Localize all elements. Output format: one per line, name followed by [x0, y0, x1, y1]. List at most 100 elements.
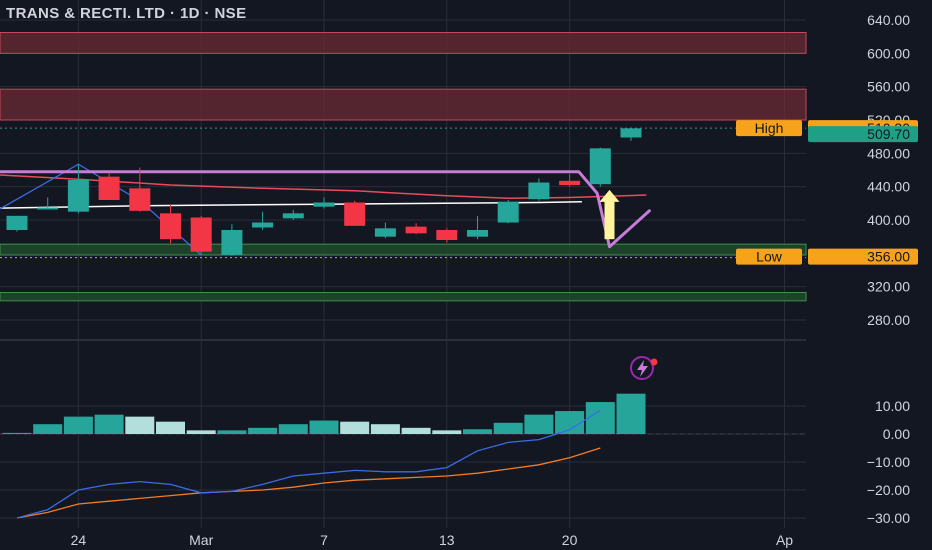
grid-layer: [0, 0, 806, 528]
candle: [559, 174, 580, 187]
y-tick-label: 400.00: [867, 212, 910, 228]
candle: [467, 216, 488, 239]
candle: [160, 205, 181, 243]
x-tick-label: Mar: [189, 532, 213, 548]
candle-body: [252, 223, 273, 228]
histogram-bar: [64, 417, 93, 434]
histogram-bar: [494, 423, 523, 434]
arrow-shaft: [605, 201, 615, 239]
histogram-bar: [371, 424, 400, 434]
candle-body: [528, 183, 549, 200]
candle-body: [7, 216, 28, 230]
y-tick-label: −20.00: [867, 482, 910, 498]
support-zone: [0, 293, 806, 301]
candle: [436, 228, 457, 242]
y-tick-label: 640.00: [867, 12, 910, 28]
histogram-bar: [432, 430, 461, 434]
candle-body: [37, 208, 58, 210]
x-tick-label: 13: [439, 532, 455, 548]
histogram-bar: [524, 415, 553, 434]
candle-body: [129, 188, 150, 211]
candle-body: [375, 228, 396, 236]
y-tick-label: 560.00: [867, 79, 910, 95]
y-tick-label: 0.00: [883, 426, 910, 442]
candle-body: [467, 230, 488, 237]
candle: [314, 198, 335, 209]
y-tick-label: 320.00: [867, 279, 910, 295]
candle: [252, 212, 273, 230]
zones-layer: [0, 33, 806, 301]
candle-body: [283, 213, 304, 218]
histogram-bar: [310, 421, 339, 434]
candle: [528, 178, 549, 201]
price-tag-value: 356.00: [867, 249, 910, 265]
alert-icon[interactable]: [631, 357, 658, 379]
candle: [191, 216, 212, 255]
candle: [406, 223, 427, 234]
histogram-bar: [279, 424, 308, 434]
y-tick-label: 10.00: [875, 398, 910, 414]
channel-line-pink: [0, 172, 649, 247]
histogram-bar: [3, 433, 32, 434]
histogram-bar: [463, 429, 492, 434]
histogram-bar: [125, 417, 154, 434]
candle-body: [221, 230, 242, 255]
histogram-bar: [95, 415, 124, 434]
price-tag: 509.70: [808, 126, 918, 142]
y-tick-label: −10.00: [867, 454, 910, 470]
candle-body: [590, 148, 611, 184]
histogram-bar: [33, 424, 62, 434]
price-tag-label: High: [755, 120, 784, 136]
candle: [37, 198, 58, 210]
candle: [590, 148, 611, 187]
candle: [344, 201, 365, 226]
candle-body: [160, 213, 181, 239]
y-tick-label: −30.00: [867, 510, 910, 526]
candle-body: [436, 230, 457, 240]
support-zone: [0, 244, 806, 255]
x-tick-label: 20: [562, 532, 578, 548]
histogram-bar: [555, 411, 584, 434]
candle-body: [406, 227, 427, 234]
candle-body: [559, 181, 580, 185]
candle: [283, 210, 304, 220]
histogram-layer[interactable]: [0, 394, 806, 434]
candle-body: [68, 180, 89, 212]
histogram-bar: [248, 428, 277, 434]
x-tick-label: 24: [71, 532, 87, 548]
candle: [375, 223, 396, 239]
histogram-bar: [217, 430, 246, 434]
x-tick-label: 7: [320, 532, 328, 548]
y-tick-label: 600.00: [867, 45, 910, 61]
histogram-bar: [586, 402, 615, 434]
y-tick-label: 440.00: [867, 179, 910, 195]
resistance-zone: [0, 33, 806, 54]
candle: [498, 200, 519, 223]
histogram-bar: [156, 422, 185, 434]
candle: [99, 173, 120, 201]
candle-body: [498, 202, 519, 223]
candle: [129, 168, 150, 212]
candle: [7, 216, 28, 232]
price-tag-value: 509.70: [867, 126, 910, 142]
candle: [621, 128, 642, 141]
overlays-layer: [0, 164, 649, 255]
candle-body: [314, 203, 335, 207]
candle: [221, 224, 242, 256]
histogram-bar: [402, 428, 431, 434]
resistance-zone: [0, 89, 806, 120]
chart-title: TRANS & RECTI. LTD · 1D · NSE: [6, 5, 247, 22]
y-tick-label: 480.00: [867, 145, 910, 161]
histogram-bar: [340, 422, 369, 434]
candle-body: [344, 203, 365, 226]
candle-body: [191, 218, 212, 252]
histogram-bar: [187, 430, 216, 434]
price-tag: Low 356.00: [736, 249, 918, 265]
x-tick-label: Ap: [776, 532, 793, 548]
price-tag-label: Low: [756, 249, 783, 265]
signal-line: [17, 448, 600, 518]
histogram-bar: [617, 394, 646, 434]
candle-body: [99, 177, 120, 200]
